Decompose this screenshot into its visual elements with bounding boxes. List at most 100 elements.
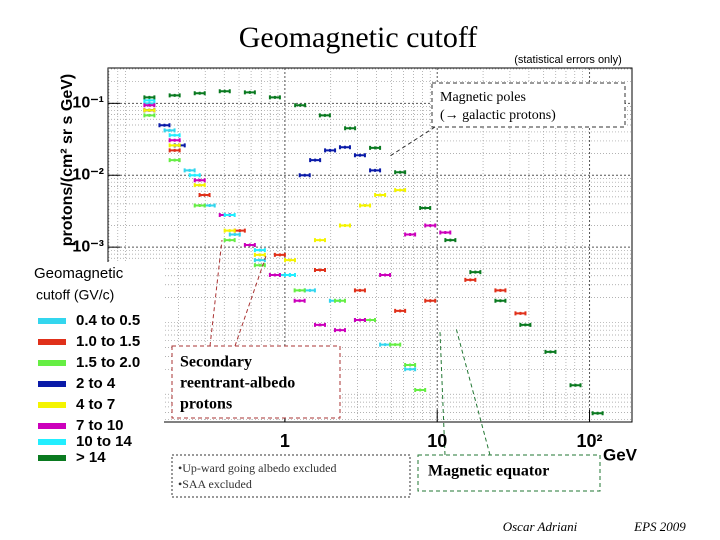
data-point [268, 95, 281, 100]
legend-title: Geomagnetic [34, 265, 124, 282]
data-point [143, 103, 156, 108]
data-point [223, 228, 236, 233]
data-point [404, 362, 417, 367]
data-point [544, 349, 557, 354]
legend-label: 7 to 10 [76, 417, 124, 434]
data-point [338, 223, 351, 228]
notes-text: •SAA excluded [178, 477, 252, 491]
data-point [283, 272, 296, 277]
data-point [353, 288, 366, 293]
legend-bg [28, 262, 164, 472]
legend-label: > 14 [76, 449, 106, 466]
author: Oscar Adriani [503, 519, 578, 534]
data-point [143, 95, 156, 100]
data-point [293, 298, 306, 303]
data-point [253, 258, 266, 263]
data-point [394, 188, 407, 193]
notes-text: •Up-ward going albedo excluded [178, 461, 336, 475]
legend-label: 1.5 to 2.0 [76, 354, 140, 371]
data-point [444, 238, 457, 243]
data-point [469, 270, 482, 275]
data-point [273, 252, 286, 257]
data-point [394, 170, 407, 175]
data-point [268, 272, 281, 277]
data-point [193, 178, 206, 183]
data-point [158, 123, 171, 128]
notes-box [171, 454, 411, 498]
legend-title: cutoff (GV/c) [36, 287, 114, 303]
legend-label: 2 to 4 [76, 375, 116, 392]
y-tick-label: 10⁻¹ [72, 95, 104, 112]
data-point [188, 173, 201, 178]
data-point [313, 268, 326, 273]
poles-pointer [389, 126, 436, 157]
data-point [168, 133, 181, 138]
legend-swatch [38, 439, 66, 445]
x-tick-label: 1 [280, 431, 290, 451]
legend-swatch [38, 423, 66, 429]
legend-swatch [38, 381, 66, 387]
data-point [344, 126, 357, 131]
legend-swatch [38, 339, 66, 345]
data-point [359, 203, 372, 208]
data-point [243, 243, 256, 248]
data-point [143, 98, 156, 103]
poles-box [431, 82, 626, 128]
legend-label: 1.0 to 1.5 [76, 333, 140, 350]
data-point [379, 342, 392, 347]
data-point [353, 153, 366, 158]
equator-pointer [455, 327, 491, 456]
data-point [294, 103, 307, 108]
y-axis-label: protons/(cm² sr s GeV) [59, 74, 76, 246]
equator-text: Magnetic equator [428, 463, 549, 480]
data-point [394, 308, 407, 313]
x-tick-label: 10 [427, 431, 447, 451]
legend-label: 4 to 7 [76, 396, 115, 413]
data-point [494, 288, 507, 293]
albedo-pointer [234, 255, 267, 347]
poles-text: Magnetic poles [440, 90, 526, 105]
data-point [569, 383, 582, 388]
data-point [494, 298, 507, 303]
data-point [168, 158, 181, 163]
data-point [519, 322, 532, 327]
data-point [591, 411, 604, 416]
data-point [253, 248, 266, 253]
data-point [404, 232, 417, 237]
data-point [228, 232, 241, 237]
y-tick-label: 10⁻² [72, 166, 104, 183]
albedo-pointer [209, 239, 223, 347]
data-point [389, 342, 402, 347]
chart-subtitle: (statistical errors only) [514, 54, 622, 66]
data-point [424, 223, 437, 228]
y-tick-label: 10⁻³ [72, 238, 104, 255]
data-point [374, 193, 387, 198]
data-point [193, 183, 206, 188]
data-point [404, 367, 417, 372]
data-point [253, 263, 266, 268]
data-point [369, 168, 382, 173]
data-point [168, 148, 181, 153]
data-point [198, 193, 211, 198]
data-point [333, 328, 346, 333]
poles-text: (→ galactic protons) [440, 108, 556, 123]
legend-label: 10 to 14 [76, 433, 133, 450]
data-point [324, 148, 337, 153]
data-point [163, 128, 176, 133]
x-tick-label: 10² [577, 431, 603, 451]
data-point [379, 272, 392, 277]
data-point [243, 90, 256, 95]
data-point [338, 145, 351, 150]
data-point [414, 388, 427, 393]
legend-swatch [38, 402, 66, 408]
data-point [424, 298, 437, 303]
data-point [168, 143, 181, 148]
data-point [318, 113, 331, 118]
data-point [168, 138, 181, 143]
albedo-text: reentrant-albedo [180, 375, 295, 392]
data-point [218, 89, 231, 94]
data-point [143, 108, 156, 113]
data-point [223, 238, 236, 243]
legend-swatch [38, 455, 66, 461]
